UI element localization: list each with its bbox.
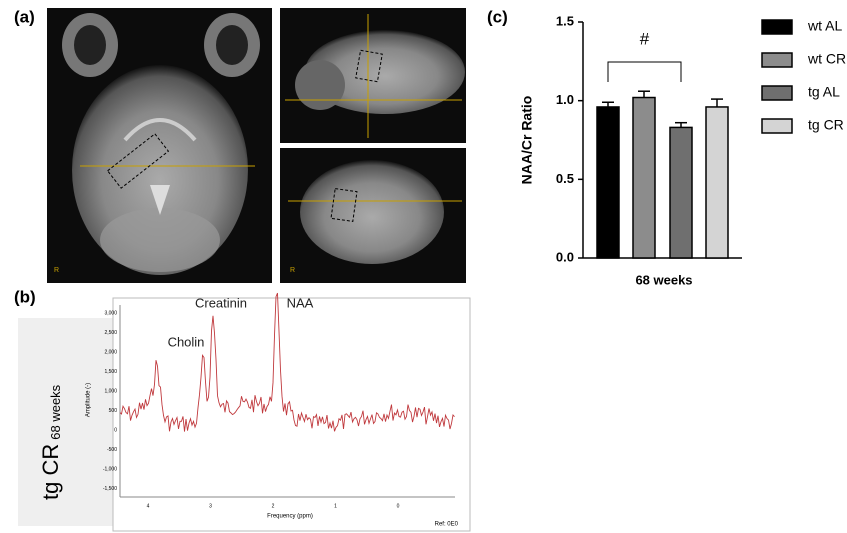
y-tick-label: 500 — [109, 408, 118, 414]
x-tick-label: 68 weeks — [635, 272, 692, 287]
bar — [632, 96, 656, 259]
x-tick-label: 0 — [397, 503, 400, 509]
panel-label: (b) — [14, 287, 36, 306]
panel-label: (a) — [14, 7, 35, 26]
age: 68 weeks — [48, 384, 63, 439]
x-axis-label: Frequency (ppm) — [267, 514, 313, 520]
group: tg CR — [38, 444, 63, 500]
y-tick-label: 2,500 — [104, 330, 117, 336]
y-tick-label: 3,000 — [104, 310, 117, 316]
legend-label: tg AL — [808, 84, 840, 100]
peak-label: Cholin — [168, 334, 205, 349]
x-tick-label: 4 — [147, 503, 150, 509]
peak-label: NAA — [287, 295, 314, 310]
mri-sagittal — [280, 8, 466, 143]
x-tick-label: 3 — [209, 503, 212, 509]
y-axis-label: NAA/Cr Ratio — [519, 96, 535, 185]
y-tick-label: 0 — [114, 427, 117, 433]
y-tick-label: 0.0 — [556, 249, 574, 264]
svg-text:tg CR68 weeks: tg CR 68 weeks — [38, 384, 64, 500]
group-label: tg CR 68 weeks — [38, 384, 64, 500]
legend-swatch — [761, 118, 793, 134]
y-tick-label: -1,000 — [103, 466, 117, 472]
legend-label: wt CR — [807, 51, 846, 67]
x-tick-label: 1 — [334, 503, 337, 509]
bar — [669, 126, 693, 259]
y-tick-label: 0.5 — [556, 171, 574, 186]
reference: Ref: 0E0 — [435, 522, 459, 528]
legend-label: tg CR — [808, 117, 844, 133]
bar — [596, 106, 620, 259]
mri-axial: R — [280, 148, 466, 283]
significance-bracket — [607, 61, 682, 82]
orientation-mark: R — [54, 267, 59, 274]
y-tick-label: -500 — [107, 447, 117, 453]
bar — [705, 106, 729, 259]
spectrum-frame — [112, 297, 471, 532]
annotation: # — [640, 29, 650, 48]
y-tick-label: 1,000 — [104, 388, 117, 394]
legend-label: wt AL — [807, 18, 842, 34]
x-tick-label: 2 — [272, 503, 275, 509]
legend-swatch — [761, 52, 793, 68]
y-tick-label: 1,500 — [104, 369, 117, 375]
spectrum-ticks: 3,000 2,500 2,000 1,500 1,000 500 0 -500 -1,000 -… — [103, 310, 400, 509]
y-tick-label: 2,000 — [104, 349, 117, 355]
legend-swatch — [761, 19, 793, 35]
label-box — [18, 318, 113, 526]
panel-label: (c) — [487, 7, 508, 26]
legend-swatch — [761, 85, 793, 101]
spectrum-line — [119, 292, 455, 432]
bar-chart: 0.0 0.5 1.0 1.5 NAA/Cr Ratio 68 weeks wt AL wt … — [519, 13, 846, 287]
y-tick-label: -1,500 — [103, 486, 117, 492]
orientation-mark: R — [290, 267, 295, 274]
y-tick-label: 1.5 — [556, 13, 574, 28]
mri-coronal: R — [47, 8, 272, 283]
y-tick-label: 1.0 — [556, 92, 574, 107]
y-axis-label: Amplitude (-) — [86, 383, 92, 417]
peak-label: Creatinin — [195, 295, 247, 310]
